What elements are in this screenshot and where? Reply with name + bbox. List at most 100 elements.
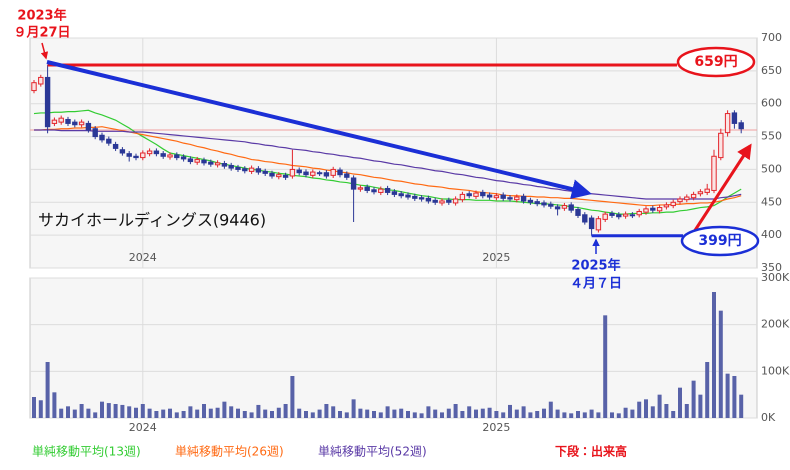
peak-date: 2023年	[17, 8, 66, 24]
volume-panel	[29, 277, 758, 419]
volume-bar	[344, 412, 349, 418]
volume-bar	[154, 411, 159, 418]
candle-body	[384, 187, 391, 193]
volume-bar	[542, 408, 546, 418]
candle-body	[146, 150, 153, 155]
candle-body	[282, 174, 289, 178]
volume-bar	[283, 404, 288, 418]
candle-body	[112, 143, 119, 149]
moving-average-line	[34, 129, 742, 200]
candle-body	[711, 155, 717, 191]
x-tick-label: 2024	[129, 421, 157, 434]
volume-bar	[494, 411, 499, 418]
volume-bar	[671, 411, 676, 418]
candle-body	[371, 189, 377, 193]
volume-bar	[72, 409, 77, 418]
candle-body	[51, 119, 58, 124]
candle-body	[405, 194, 411, 198]
volume-bar	[140, 404, 145, 418]
legend-label: 単純移動平均(13週)	[32, 445, 141, 459]
candle-body	[242, 168, 248, 172]
candle-body	[221, 163, 228, 167]
candle-body	[99, 134, 105, 141]
volume-bar	[202, 404, 206, 418]
candle-body	[85, 122, 92, 131]
y-tick-label: 100K	[761, 364, 790, 377]
volume-bar	[161, 409, 166, 418]
volume-bar	[270, 411, 274, 418]
candle-body	[180, 156, 187, 160]
candle-body	[534, 201, 540, 205]
candle-body	[439, 200, 445, 204]
volume-bar	[725, 373, 730, 418]
candle-body	[398, 193, 404, 197]
peak-oval	[676, 46, 756, 78]
volume-bar	[712, 292, 716, 418]
volume-bar	[59, 408, 64, 418]
candle-body	[296, 169, 302, 174]
legend-label: 単純移動平均(52週)	[318, 445, 427, 459]
y-tick-label: 500	[761, 162, 782, 175]
volume-bar	[555, 409, 560, 418]
volume-bar	[79, 404, 84, 418]
candle-body	[119, 149, 126, 154]
volume-bar	[440, 412, 444, 418]
volume-bar	[249, 412, 254, 418]
candle-body	[126, 153, 132, 157]
candle-body	[303, 171, 309, 176]
candle-body	[588, 217, 595, 230]
volume-bar	[501, 412, 506, 418]
candle-body	[480, 191, 486, 197]
volume-bar	[616, 413, 621, 418]
volume-bar	[86, 408, 91, 418]
candle-body	[663, 204, 670, 208]
x-tick-label: 2024	[129, 251, 157, 264]
volume-bar	[215, 407, 220, 418]
candle-body	[493, 195, 500, 199]
candle-body	[228, 164, 234, 169]
volume-bar	[610, 412, 614, 418]
candle-body	[269, 172, 275, 177]
y-tick-label: 400	[761, 228, 782, 241]
volume-bar	[263, 409, 268, 418]
volume-bar	[134, 407, 138, 418]
volume-bar	[657, 394, 662, 418]
candle-body	[72, 121, 78, 126]
volume-bar	[93, 412, 98, 418]
candle-body	[697, 191, 704, 195]
candle-body	[527, 199, 534, 203]
candle-body	[459, 193, 466, 201]
candle-body	[575, 209, 581, 216]
candle-body	[357, 187, 364, 190]
x-tick-label: 2025	[482, 421, 510, 434]
candle-body	[554, 206, 561, 210]
candle-body	[262, 170, 268, 174]
trend-arrow	[46, 60, 592, 199]
candle-body	[609, 212, 615, 216]
candle-body	[378, 188, 384, 193]
candle-body	[364, 186, 370, 191]
volume-bar	[637, 401, 642, 418]
volume-bar	[52, 392, 57, 418]
candle-body	[106, 138, 112, 144]
low-oval	[680, 225, 760, 257]
candle-body	[452, 198, 459, 204]
candle-body	[174, 154, 180, 159]
candle-body	[316, 172, 323, 175]
candle-body	[289, 168, 296, 177]
low-price: 399円	[698, 233, 741, 249]
volume-bar	[644, 399, 648, 418]
candle-body	[466, 193, 472, 197]
volume-bar	[256, 404, 261, 418]
candle-body	[133, 155, 139, 159]
volume-bar	[739, 394, 744, 418]
candle-body	[201, 159, 207, 164]
candle-body	[616, 214, 622, 218]
volume-bar	[45, 362, 50, 418]
volume-bar	[528, 412, 533, 418]
candle-body	[344, 173, 350, 178]
volume-bar	[378, 412, 383, 418]
chart-title: サカイホールディングス(9446)	[38, 211, 266, 230]
low-date: 2025年	[571, 258, 620, 274]
